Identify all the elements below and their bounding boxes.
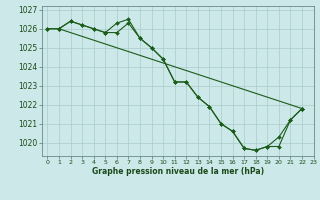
X-axis label: Graphe pression niveau de la mer (hPa): Graphe pression niveau de la mer (hPa) <box>92 167 264 176</box>
